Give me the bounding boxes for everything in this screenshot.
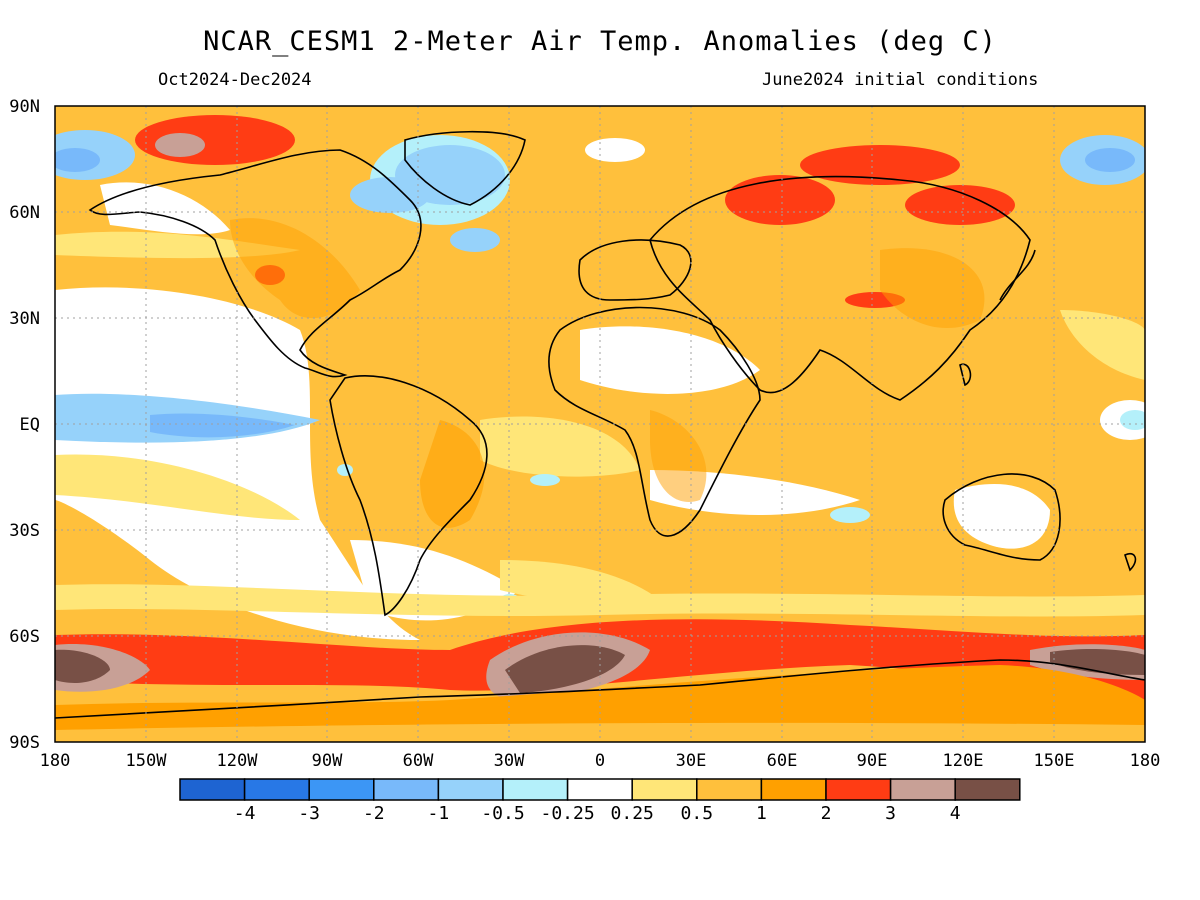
colorbar-label: -3: [298, 803, 320, 824]
colorbar-label: -4: [234, 803, 256, 824]
lon-label: 120E: [943, 751, 984, 771]
lat-label: 30N: [9, 309, 40, 329]
graticule: [55, 106, 1145, 742]
colorbar-swatch: [373, 778, 440, 801]
lon-label: 150E: [1034, 751, 1075, 771]
colorbar-label: -0.25: [541, 803, 595, 824]
colorbar-swatch: [437, 778, 504, 801]
lon-label: 0: [595, 751, 605, 771]
lon-label: 180: [40, 751, 71, 771]
map-title: NCAR_CESM1 2-Meter Air Temp. Anomalies (…: [203, 26, 997, 57]
latitude-labels: 90N 60N 30N EQ 30S 60S 90S: [9, 97, 40, 753]
lat-label: 30S: [9, 521, 40, 541]
longitude-labels: 180 150W 120W 90W 60W 30W 0 30E 60E 90E …: [40, 751, 1161, 771]
colorbar-swatch: [631, 778, 698, 801]
lon-label: 90E: [857, 751, 888, 771]
colorbar-swatch: [566, 778, 633, 801]
lat-label: 90N: [9, 97, 40, 117]
colorbar-label: 3: [885, 803, 896, 824]
colorbar-swatch: [696, 778, 763, 801]
forecast-period: Oct2024-Dec2024: [158, 70, 312, 90]
colorbar-swatch: [954, 778, 1021, 801]
colorbar-label: -2: [363, 803, 385, 824]
colorbar-label: 0.5: [681, 803, 714, 824]
lon-label: 30W: [494, 751, 525, 771]
colorbar-swatch: [308, 778, 375, 801]
lon-label: 180: [1130, 751, 1161, 771]
lon-label: 60E: [767, 751, 798, 771]
lat-label: EQ: [20, 415, 40, 435]
colorbar-swatch: [889, 778, 956, 801]
colorbar-swatch: [243, 778, 310, 801]
lon-label: 60W: [403, 751, 434, 771]
lat-label: 60S: [9, 627, 40, 647]
lat-label: 60N: [9, 203, 40, 223]
map-frame: [54, 105, 1146, 743]
lat-label: 90S: [9, 733, 40, 753]
colorbar-swatch: [502, 778, 569, 801]
lon-label: 30E: [676, 751, 707, 771]
lon-label: 90W: [312, 751, 343, 771]
colorbar-swatch: [760, 778, 827, 801]
colorbar: -4 -3 -2 -1 -0.5 -0.25 0.25 0.5 1 2 3 4: [179, 778, 1021, 824]
colorbar-label: 4: [950, 803, 961, 824]
colorbar-label: 0.25: [611, 803, 654, 824]
colorbar-swatch: [179, 778, 246, 801]
initial-conditions: June2024 initial conditions: [762, 70, 1039, 90]
colorbar-label: 2: [821, 803, 832, 824]
colorbar-label: -1: [428, 803, 450, 824]
coastlines: [55, 130, 1145, 719]
lon-label: 120W: [217, 751, 259, 771]
colorbar-swatch: [825, 778, 892, 801]
colorbar-label: -0.5: [481, 803, 524, 824]
lon-label: 150W: [126, 751, 168, 771]
colorbar-label: 1: [756, 803, 767, 824]
